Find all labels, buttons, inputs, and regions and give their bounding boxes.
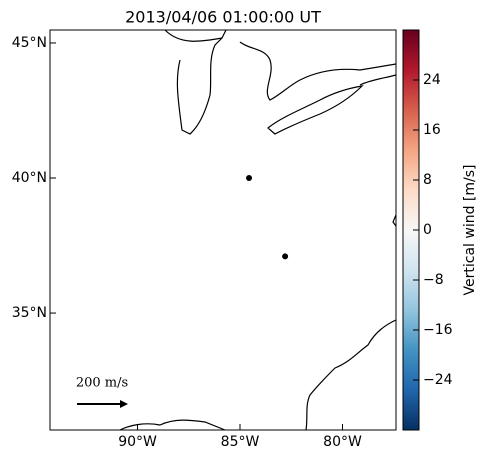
gulf-coast bbox=[119, 419, 226, 431]
y-tick-label: 45°N bbox=[12, 35, 47, 51]
map-title: 2013/04/06 01:00:00 UT bbox=[125, 8, 321, 27]
coastlines bbox=[119, 29, 397, 431]
lake-erie bbox=[267, 85, 364, 135]
colorbar-tick-label: −8 bbox=[423, 272, 444, 288]
x-tick-label: 90°W bbox=[118, 434, 157, 450]
colorbar-label: Vertical wind [m/s] bbox=[462, 165, 478, 296]
map-area bbox=[50, 30, 396, 430]
colorbar-tick-label: 8 bbox=[423, 172, 432, 188]
atlantic-coast bbox=[305, 319, 397, 431]
x-tick-label: 85°W bbox=[221, 434, 260, 450]
colorbar-tick-label: 16 bbox=[423, 122, 441, 138]
colorbar-tick-label: −24 bbox=[423, 372, 453, 388]
lake-michigan bbox=[176, 37, 223, 135]
lake-ontario bbox=[359, 74, 397, 86]
map-frame bbox=[49, 29, 397, 431]
colorbar-tick-label: 0 bbox=[423, 222, 432, 238]
colorbar-tick-label: −16 bbox=[423, 322, 453, 338]
y-tick-label: 35°N bbox=[12, 305, 47, 321]
colorbar-tick-label: 24 bbox=[423, 72, 441, 88]
scale-label: 200 m/s bbox=[76, 376, 128, 391]
station-point bbox=[282, 253, 289, 260]
station-point bbox=[246, 175, 253, 182]
x-tick-label: 80°W bbox=[323, 434, 362, 450]
delaware-coast bbox=[392, 214, 397, 227]
y-tick-label: 40°N bbox=[12, 170, 47, 186]
great-lakes-north bbox=[164, 29, 397, 101]
scale-arrowhead bbox=[120, 400, 128, 408]
